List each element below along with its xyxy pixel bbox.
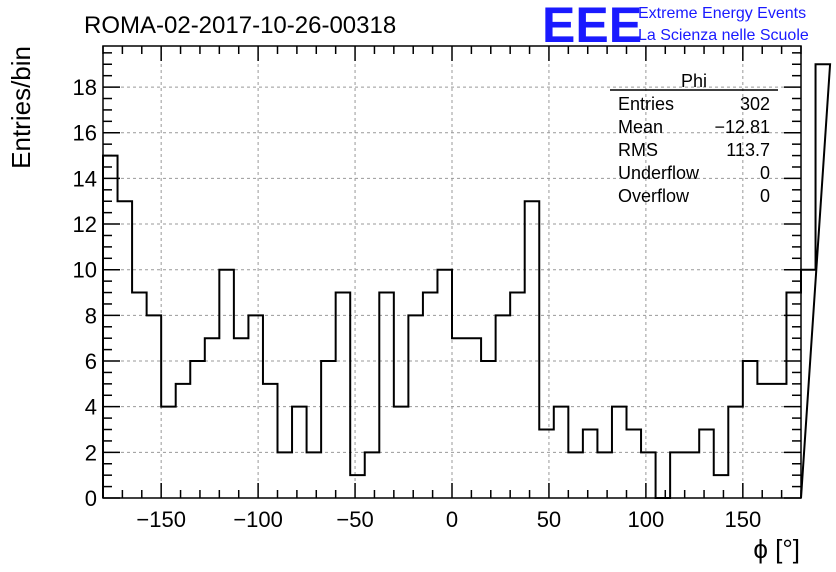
histogram-bin: [670, 452, 685, 498]
x-axis-title: ϕ [°]: [753, 534, 800, 564]
chart-title: ROMA-02-2017-10-26-00318: [84, 12, 396, 39]
histogram-bin: [292, 407, 307, 498]
stats-label: Mean: [618, 117, 663, 137]
stats-value: 0: [760, 186, 770, 206]
y-tick-label: 8: [85, 303, 97, 328]
stats-label: Underflow: [618, 163, 700, 183]
stats-value: 0: [760, 163, 770, 183]
histogram-bin: [728, 407, 743, 498]
y-tick-label: 4: [85, 395, 97, 420]
histogram-bin: [248, 315, 263, 498]
x-tick-label: 150: [724, 507, 761, 532]
histogram-bin: [350, 475, 365, 498]
y-tick-label: 0: [85, 486, 97, 511]
histogram-bin: [525, 201, 540, 498]
histogram-bin: [467, 338, 482, 498]
y-tick-label: 14: [73, 166, 97, 191]
stats-title: Phi: [681, 71, 707, 91]
histogram-bin: [176, 384, 191, 498]
histogram-bin: [161, 407, 176, 498]
eee-logo: EEE Extreme Energy Events La Scienza nel…: [542, 0, 809, 53]
histogram-outline: [102, 63, 832, 499]
stats-rows: Entries 302 Mean −12.81 RMS 113.7 Underflow 0 Ov…: [618, 94, 770, 206]
stats-label: Entries: [618, 94, 674, 114]
histogram-bin: [437, 270, 452, 498]
histogram-bin: [641, 452, 656, 498]
y-axis-title: Entries/bin: [6, 46, 36, 169]
histogram-bin: [816, 64, 831, 498]
x-tick-label: 50: [537, 507, 561, 532]
logo-mark: EEE: [542, 0, 642, 53]
stats-value: 302: [740, 94, 770, 114]
histogram-bin: [583, 430, 598, 498]
histogram-bin: [627, 430, 642, 498]
histogram-bin: [772, 384, 787, 498]
stats-value: 113.7: [726, 140, 770, 160]
x-axis-ticks: −150 −100 −50 0 50 100 150: [102, 46, 802, 532]
stats-label: RMS: [618, 140, 658, 160]
histogram-bin: [379, 293, 394, 498]
stats-value: −12.81: [714, 117, 770, 137]
histogram-bin: [219, 270, 234, 498]
histogram-bin: [496, 315, 511, 498]
x-tick-label: −100: [233, 507, 283, 532]
histogram-bin: [394, 407, 409, 498]
y-axis-ticks: 0 2 4 6 8 10 12 14 16 18: [73, 52, 801, 511]
histogram-bin: [307, 452, 322, 498]
x-tick-label: 0: [446, 507, 458, 532]
y-tick-label: 16: [73, 121, 97, 146]
histogram-bin: [539, 430, 554, 498]
histogram-bin: [263, 384, 278, 498]
histogram-bin: [321, 361, 336, 498]
histogram-bin: [597, 452, 612, 498]
histogram-bin: [714, 475, 729, 498]
y-tick-label: 18: [73, 75, 97, 100]
histogram-bin: [568, 452, 583, 498]
y-tick-label: 10: [73, 258, 97, 283]
histogram-bin: [423, 293, 438, 498]
x-tick-label: −150: [136, 507, 186, 532]
histogram-bin: [685, 452, 700, 498]
histogram-bin: [132, 293, 147, 498]
histogram-bin: [190, 361, 205, 498]
histogram-bin: [234, 338, 249, 498]
histogram-bin: [365, 452, 380, 498]
histogram-bin: [743, 361, 758, 498]
histogram-bin: [554, 407, 569, 498]
histogram-bin: [757, 384, 772, 498]
y-tick-label: 12: [73, 212, 97, 237]
histogram-bin: [510, 293, 525, 498]
histogram-bin: [336, 293, 351, 498]
x-tick-label: 100: [628, 507, 665, 532]
histogram-bin: [612, 407, 627, 498]
histogram-bin: [699, 430, 714, 498]
histogram-bin: [147, 315, 162, 498]
stats-label: Overflow: [618, 186, 690, 206]
logo-line-2: La Scienza nelle Scuole: [638, 27, 809, 44]
histogram-bin: [481, 361, 496, 498]
histogram-bin: [408, 315, 423, 498]
y-tick-label: 6: [85, 349, 97, 374]
histogram-bin: [205, 338, 220, 498]
y-tick-label: 2: [85, 440, 97, 465]
stats-box: Phi Entries 302 Mean −12.81 RMS 113.7 Underflo…: [610, 71, 778, 206]
histogram-bin: [452, 338, 467, 498]
histogram-bin: [278, 452, 293, 498]
histogram-bin: [118, 201, 133, 498]
logo-line-1: Extreme Energy Events: [638, 5, 806, 22]
x-tick-label: −50: [336, 507, 373, 532]
